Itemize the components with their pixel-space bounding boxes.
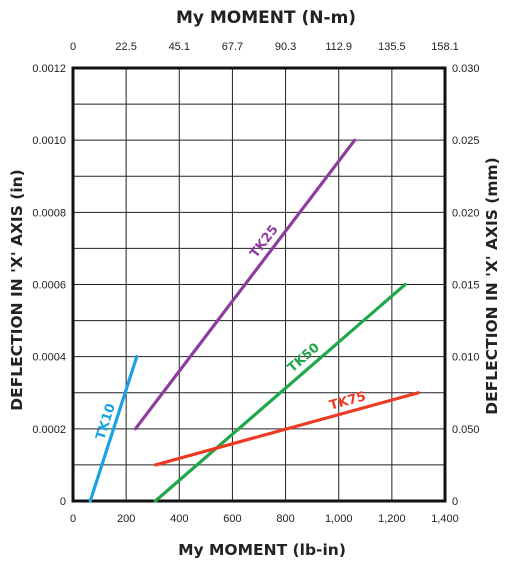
x-tick-label: 1,400 [431, 513, 459, 525]
y-tick-label-left: 0.0006 [32, 280, 66, 292]
y-tick-label-left: 0 [60, 496, 66, 508]
series-line-tk75 [153, 391, 421, 467]
top-tick-label: 67.7 [222, 41, 243, 53]
top-tick-label: 158.1 [431, 41, 459, 53]
x-tick-label: 0 [70, 513, 76, 525]
y-axis-title-right: DEFLECTION IN 'X' AXIS (mm) [483, 157, 501, 414]
y-tick-label-left: 0.0002 [32, 424, 66, 436]
y-tick-label-left: 0.0012 [32, 63, 66, 75]
x-tick-label: 200 [117, 513, 135, 525]
x-tick-label: 1,200 [378, 513, 406, 525]
y-tick-label-right: 0.025 [452, 135, 480, 147]
top-tick-label: 135.5 [378, 41, 406, 53]
y-tick-label-right: 0.030 [452, 63, 480, 75]
y-tick-label-left: 0.0004 [32, 352, 66, 364]
y-tick-label-right: 0.050 [452, 424, 480, 436]
top-tick-label: 45.1 [169, 41, 190, 53]
top-tick-label: 22.5 [115, 41, 136, 53]
x-tick-label: 400 [170, 513, 188, 525]
x-tick-label: 600 [223, 513, 241, 525]
series-line-tk50 [153, 282, 407, 503]
chart-title: My MOMENT (N-m) [176, 8, 356, 28]
y-axis-title-left: DEFLECTION IN 'X' AXIS (in) [8, 169, 26, 411]
x-tick-label: 800 [276, 513, 294, 525]
top-tick-label: 0 [70, 41, 76, 53]
tick-labels: 0 200 400 600 800 1,000 1,200 1,400 0 22.5 45.1 67.… [32, 41, 479, 525]
y-tick-label-right: 0 [452, 496, 458, 508]
y-tick-label-right: 0.020 [452, 207, 480, 219]
series-line-tk10 [88, 355, 139, 503]
x-tick-label: 1,000 [325, 513, 353, 525]
top-tick-label: 90.3 [275, 41, 296, 53]
y-tick-label-right: 0.015 [452, 280, 480, 292]
series-line-tk25 [133, 138, 357, 431]
y-tick-label-left: 0.0010 [32, 135, 66, 147]
y-tick-label-left: 0.0008 [32, 207, 66, 219]
top-tick-label: 112.9 [325, 41, 352, 53]
y-tick-label-right: 0.010 [452, 352, 480, 364]
grid [73, 68, 445, 501]
x-axis-title: My MOMENT (lb-in) [178, 541, 346, 559]
plot-frame [71, 66, 447, 503]
